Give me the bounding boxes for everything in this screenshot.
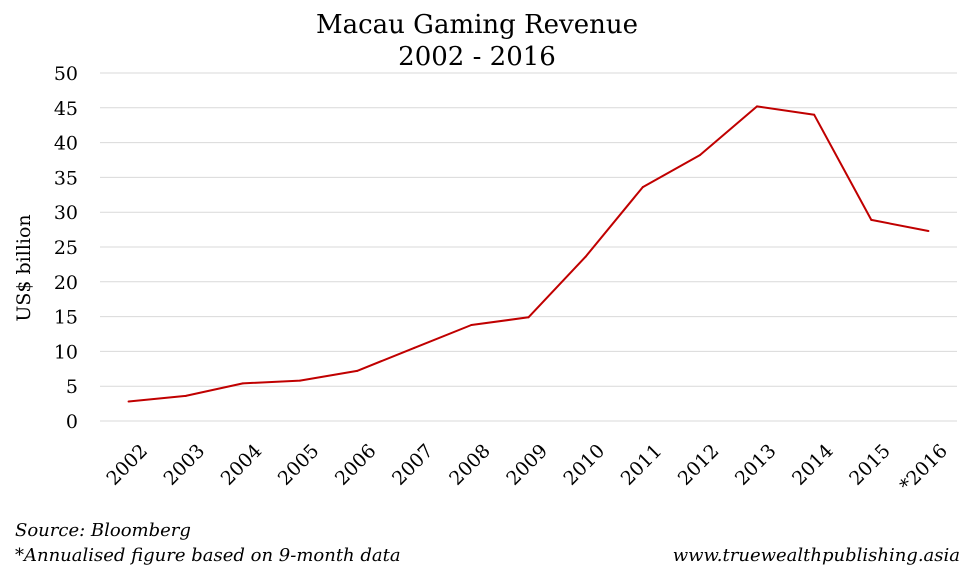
- data-point-2015: [870, 218, 873, 221]
- y-tick-label: 20: [54, 272, 78, 294]
- data-point-2005: [298, 379, 301, 382]
- annualised-note: *Annualised figure based on 9-month data: [15, 545, 401, 566]
- y-tick-label: 0: [66, 411, 78, 433]
- x-tick-label: 2006: [331, 440, 381, 490]
- x-tick-label: 2009: [502, 440, 552, 490]
- x-tick-label: 2008: [445, 440, 495, 490]
- data-point-2014: [813, 113, 816, 116]
- data-point-2003: [184, 394, 187, 397]
- x-tick-label: 2012: [674, 440, 724, 490]
- data-point-2004: [241, 382, 244, 385]
- x-tick-label: 2015: [845, 440, 895, 490]
- data-point-2002: [127, 400, 130, 403]
- data-point-2008: [470, 323, 473, 326]
- x-tick-label: 2011: [617, 440, 667, 490]
- data-point-2007: [413, 346, 416, 349]
- chart-title-line-1: Macau Gaming Revenue: [316, 10, 638, 40]
- x-tick-label: 2004: [217, 440, 267, 490]
- data-point-2011: [641, 186, 644, 189]
- y-tick-label: 15: [54, 307, 78, 329]
- data-point-2013: [756, 105, 759, 108]
- x-axis-ticks: 2002 2003 2004 2005 2006 2007 2008 2009 2010 2011…: [102, 440, 952, 496]
- x-tick-label: 2010: [559, 440, 609, 490]
- data-point-est-2016: [927, 229, 930, 232]
- source-note: Source: Bloomberg: [15, 520, 191, 541]
- y-tick-label: 40: [54, 133, 78, 155]
- data-point-2010: [584, 255, 587, 258]
- x-tick-label: 2007: [388, 440, 438, 490]
- website-url: www.truewealthpublishing.asia: [672, 545, 960, 566]
- data-point-2006: [356, 369, 359, 372]
- y-tick-label: 45: [54, 98, 78, 120]
- chart-title-line-2: 2002 - 2016: [398, 42, 556, 72]
- x-tick-label: 2014: [788, 440, 838, 490]
- x-tick-label: 2013: [731, 440, 781, 490]
- y-tick-label: 35: [54, 167, 78, 189]
- y-tick-label: 30: [54, 202, 78, 224]
- series-line-0: [128, 105, 929, 403]
- y-tick-label: 10: [54, 341, 78, 363]
- x-tick-label: 2005: [274, 440, 324, 490]
- x-tick-label: 2003: [159, 440, 209, 490]
- y-axis-label: US$ billion: [13, 214, 35, 321]
- series-group: [127, 105, 930, 403]
- y-tick-label: 50: [54, 63, 78, 85]
- gridlines: [100, 72, 957, 422]
- x-tick-label: *2016: [895, 440, 951, 496]
- y-axis-ticks: 0 5 10 15 20 25 30 35 40 45 50: [54, 63, 78, 433]
- data-point-2009: [527, 316, 530, 319]
- y-tick-label: 5: [66, 376, 78, 398]
- data-point-2012: [698, 154, 701, 157]
- y-tick-label: 25: [54, 237, 78, 259]
- x-tick-label: 2002: [102, 440, 152, 490]
